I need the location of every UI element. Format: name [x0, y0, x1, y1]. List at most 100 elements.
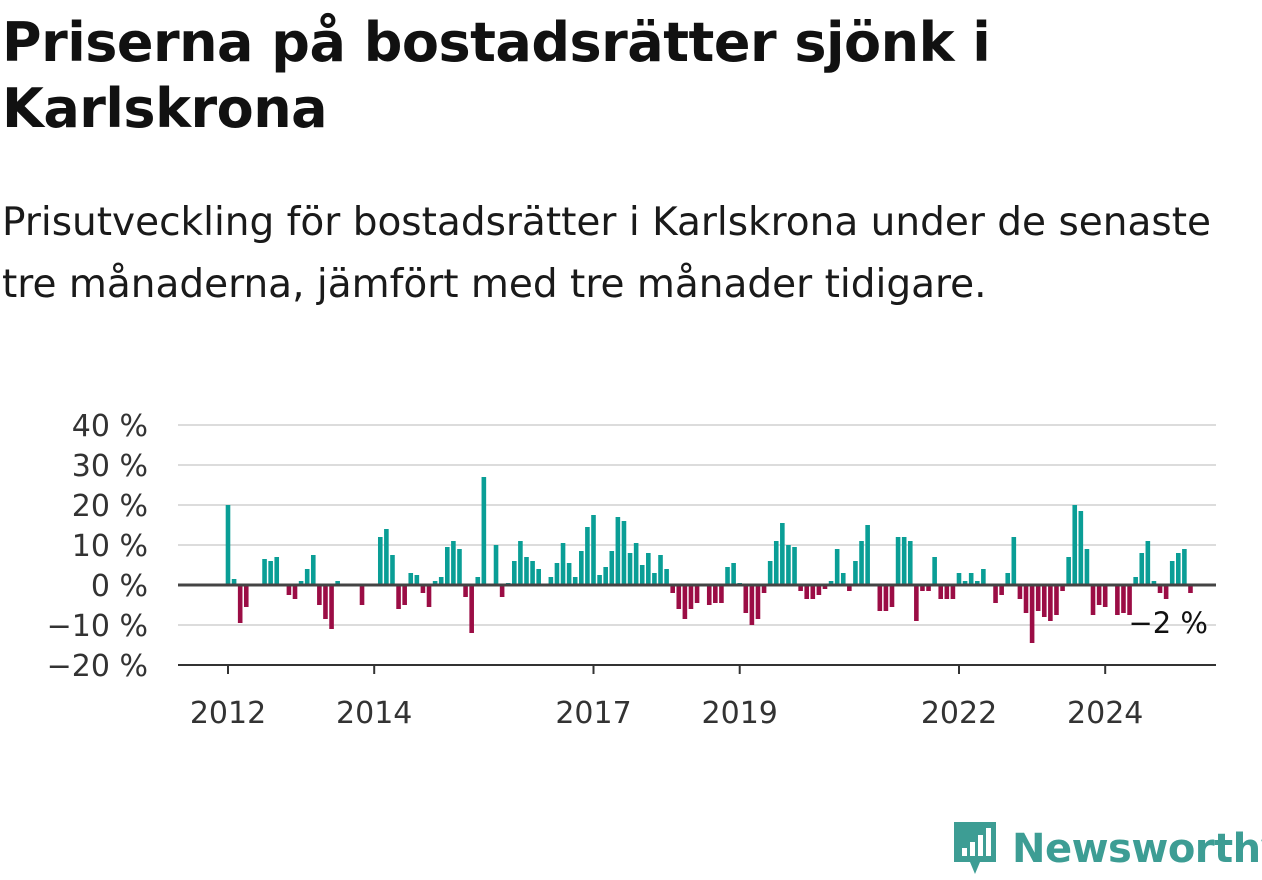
bar	[585, 527, 590, 585]
bar	[682, 585, 688, 619]
bar	[731, 563, 736, 585]
bar	[377, 537, 383, 585]
bar	[804, 585, 810, 599]
bar	[1072, 505, 1078, 585]
bar	[914, 585, 919, 621]
chart-subtitle: Prisutveckling för bostadsrätter i Karls…	[2, 200, 1211, 307]
brand-name: Newsworthy	[1012, 826, 1262, 872]
bar	[1139, 553, 1145, 585]
bar	[359, 585, 365, 605]
bar	[999, 585, 1004, 595]
bar	[719, 585, 724, 603]
bar	[944, 585, 950, 599]
bar	[780, 523, 785, 585]
bar	[920, 585, 925, 591]
gridlines	[178, 424, 1216, 626]
bar	[639, 565, 645, 585]
bar	[713, 585, 718, 603]
bar	[603, 567, 608, 585]
bar	[895, 537, 901, 585]
bar	[810, 585, 816, 599]
bar	[981, 569, 986, 585]
bar	[609, 551, 615, 585]
x-tick-label: 2024	[1067, 696, 1143, 731]
bar	[499, 585, 505, 597]
bar	[743, 585, 749, 613]
bar	[633, 543, 639, 585]
bar	[859, 541, 864, 585]
bar	[310, 555, 316, 585]
bar-chart: 40 %30 %20 %10 %0 %−10 %−20 % 2012 2014 20…	[47, 409, 1216, 731]
bar	[847, 585, 852, 591]
bar	[627, 553, 633, 585]
bar	[566, 563, 572, 585]
bar	[597, 575, 602, 585]
bar	[457, 549, 462, 585]
bar	[993, 585, 998, 603]
y-tick-label: 10 %	[72, 529, 148, 564]
bar	[237, 585, 243, 623]
y-tick-label: 20 %	[72, 489, 148, 524]
bar	[335, 581, 340, 585]
bar	[530, 561, 535, 585]
bar	[901, 537, 907, 585]
bar	[840, 573, 846, 585]
bar	[646, 553, 651, 585]
bar-chart-speech-bubble-icon	[954, 822, 996, 874]
bar	[304, 569, 310, 585]
bar	[1078, 511, 1084, 585]
bar	[962, 581, 968, 585]
bar	[950, 585, 956, 599]
bar	[572, 577, 578, 585]
bar	[694, 585, 700, 603]
bar	[1066, 557, 1071, 585]
bar	[767, 561, 773, 585]
bar	[1176, 553, 1181, 585]
bar	[1169, 561, 1175, 585]
bar	[408, 573, 414, 585]
y-tick-label: 0 %	[91, 569, 148, 604]
bar	[1163, 585, 1169, 599]
y-axis-ticks: 40 % 30 % 20 % 10 % 0 % −10 % −20 %	[47, 409, 148, 684]
bar	[225, 505, 231, 585]
bar	[1157, 585, 1163, 593]
y-tick-label: −10 %	[47, 609, 148, 644]
bar	[524, 557, 529, 585]
bar	[1145, 541, 1151, 585]
bar	[493, 545, 499, 585]
bar	[761, 585, 767, 593]
bar	[1005, 573, 1011, 585]
bar	[658, 555, 663, 585]
x-tick-label: 2017	[555, 696, 631, 731]
bar	[968, 573, 974, 585]
bar	[1023, 585, 1029, 613]
bar	[274, 557, 280, 585]
bar	[396, 585, 401, 609]
bar	[1029, 585, 1035, 643]
bar	[798, 585, 803, 591]
y-tick-label: 30 %	[72, 449, 148, 484]
bar	[676, 585, 682, 609]
bar	[725, 567, 730, 585]
bar	[469, 585, 474, 633]
chart-title: Priserna på bostadsrätter sjönk i Karlsk…	[2, 11, 991, 140]
bar	[877, 585, 883, 611]
bar	[664, 569, 669, 585]
bar	[420, 585, 426, 593]
bar	[475, 577, 481, 585]
bar	[834, 549, 840, 585]
bar	[956, 573, 962, 585]
bar	[390, 555, 395, 585]
bar	[438, 577, 444, 585]
last-value-label: −2 %	[1128, 606, 1208, 640]
bar	[932, 557, 937, 585]
bar	[706, 585, 712, 605]
bar	[1090, 585, 1096, 615]
bar	[1151, 581, 1157, 585]
bar	[1035, 585, 1041, 611]
bar	[481, 477, 487, 585]
bar	[615, 517, 621, 585]
bar	[1127, 585, 1132, 615]
bar	[1182, 549, 1187, 585]
bar	[329, 585, 334, 629]
